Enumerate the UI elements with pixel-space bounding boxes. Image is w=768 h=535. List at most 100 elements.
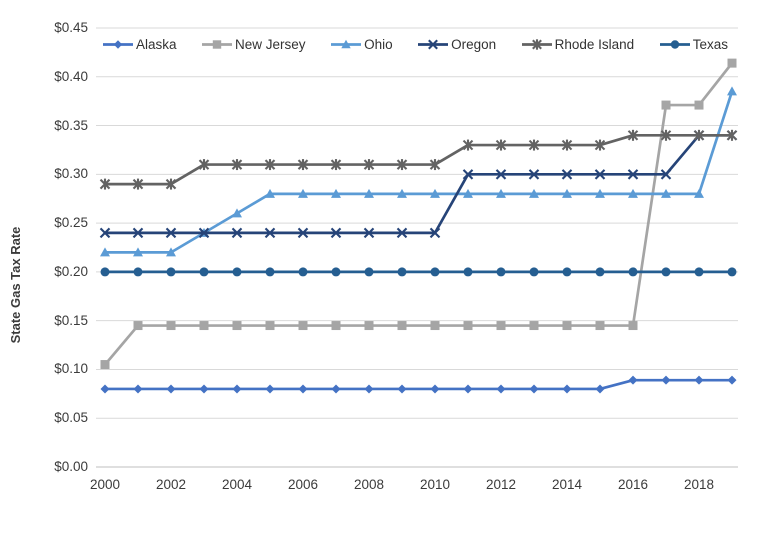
triangle-marker-icon: [595, 188, 605, 198]
legend-label: Texas: [692, 36, 728, 52]
circle-marker-icon: [496, 267, 506, 277]
y-tick-label: $0.45: [54, 20, 88, 35]
diamond-marker-icon: [298, 384, 308, 394]
circle-marker-icon: [397, 267, 407, 277]
x-tick-label: 2002: [155, 477, 187, 492]
diamond-marker-icon: [364, 384, 374, 394]
asterisk-marker-icon: [429, 159, 441, 171]
square-marker-icon: [463, 321, 473, 331]
triangle-marker-icon: [463, 188, 473, 198]
asterisk-marker-icon: [594, 139, 606, 151]
x-marker-icon: [495, 169, 507, 180]
asterisk-marker-icon: [330, 159, 342, 171]
x-marker-icon: [297, 227, 309, 239]
alaska-legend-marker-icon: [103, 39, 133, 49]
circle-marker-icon: [199, 267, 209, 277]
square-marker-icon: [298, 321, 308, 331]
asterisk-marker-icon: [198, 159, 210, 171]
asterisk-marker-icon: [627, 129, 639, 141]
triangle-marker-icon: [364, 188, 374, 198]
asterisk-marker-icon: [693, 129, 705, 141]
y-tick-label: $0.40: [54, 68, 88, 84]
diamond-marker-icon: [463, 384, 473, 394]
x-tick-label: 2012: [485, 477, 517, 492]
x-marker-icon: [528, 169, 540, 180]
diamond-marker-icon: [199, 384, 209, 394]
circle-marker-icon: [232, 267, 242, 277]
square-marker-icon: [727, 58, 737, 68]
diamond-marker-icon: [331, 384, 341, 394]
legend-item-new-jersey: New Jersey: [202, 37, 306, 52]
square-marker-icon: [331, 321, 341, 331]
y-tick-label: $0.00: [54, 459, 88, 474]
legend-item-oregon: Oregon: [418, 37, 496, 52]
triangle-marker-icon: [694, 188, 704, 198]
triangle-marker-icon: [628, 188, 638, 198]
x-tick-label: 2014: [551, 477, 583, 492]
legend: Alaska New Jersey Ohio Oregon Rhode Island Te…: [96, 35, 728, 53]
x-tick-label: 2004: [221, 477, 253, 492]
diamond-marker-icon: [562, 384, 572, 394]
x-marker-icon: [561, 169, 573, 180]
asterisk-marker-icon: [561, 139, 573, 151]
asterisk-marker-icon: [495, 139, 507, 151]
square-marker-icon: [694, 100, 704, 110]
series-line-alaska: [105, 378, 732, 391]
circle-marker-icon: [670, 39, 679, 49]
asterisk-marker-icon: [297, 159, 309, 171]
asterisk-marker-icon: [132, 178, 144, 190]
x-marker-icon: [363, 227, 375, 239]
asterisk-marker-icon: [264, 159, 276, 171]
triangle-marker-icon: [298, 188, 308, 198]
y-tick-label: $0.20: [54, 263, 88, 279]
x-marker-icon: [264, 227, 276, 239]
circle-marker-icon: [364, 267, 374, 277]
square-marker-icon: [430, 321, 440, 331]
y-tick-label: $0.15: [54, 312, 88, 328]
y-tick-label: $0.05: [54, 410, 88, 426]
diamond-marker-icon: [430, 384, 440, 394]
legend-item-texas: Texas: [659, 36, 728, 52]
triangle-marker-icon: [265, 188, 275, 198]
triangle-marker-icon: [100, 247, 110, 257]
x-marker-icon: [462, 169, 474, 180]
x-marker-icon: [99, 227, 111, 239]
diamond-marker-icon: [661, 375, 671, 385]
circle-marker-icon: [100, 267, 110, 277]
oregon-legend-marker-icon: [418, 39, 449, 49]
diamond-marker-icon: [628, 375, 638, 385]
circle-marker-icon: [529, 267, 539, 277]
square-marker-icon: [364, 321, 374, 331]
x-marker-icon: [429, 227, 441, 239]
square-marker-icon: [133, 321, 143, 331]
series-line-oregon: [105, 133, 732, 235]
triangle-marker-icon: [397, 188, 407, 198]
x-marker-icon: [396, 227, 408, 239]
x-marker-icon: [594, 169, 606, 180]
legend-label: New Jersey: [235, 36, 306, 52]
ohio-legend-marker-icon: [331, 39, 362, 48]
diamond-marker-icon: [133, 384, 143, 394]
circle-marker-icon: [562, 267, 572, 277]
x-marker-icon: [428, 39, 439, 49]
asterisk-marker-icon: [99, 178, 111, 190]
square-marker-icon: [199, 321, 209, 331]
x-marker-icon: [330, 227, 342, 239]
square-marker-icon: [212, 39, 222, 49]
x-marker-icon: [132, 227, 144, 239]
circle-marker-icon: [595, 267, 605, 277]
asterisk-marker-icon: [396, 159, 408, 171]
square-marker-icon: [529, 321, 539, 331]
y-tick-label: $0.30: [54, 166, 88, 182]
legend-item-ohio: Ohio: [331, 37, 393, 52]
triangle-marker-icon: [661, 188, 671, 198]
circle-marker-icon: [133, 267, 143, 277]
legend-label: Oregon: [451, 36, 497, 52]
x-marker-icon: [165, 227, 177, 239]
series-new-jersey: [100, 58, 737, 370]
x-marker-icon: [231, 227, 243, 239]
asterisk-marker-icon: [528, 139, 540, 151]
y-tick-label: $0.10: [54, 361, 88, 377]
legend-item-alaska: Alaska: [103, 37, 177, 52]
